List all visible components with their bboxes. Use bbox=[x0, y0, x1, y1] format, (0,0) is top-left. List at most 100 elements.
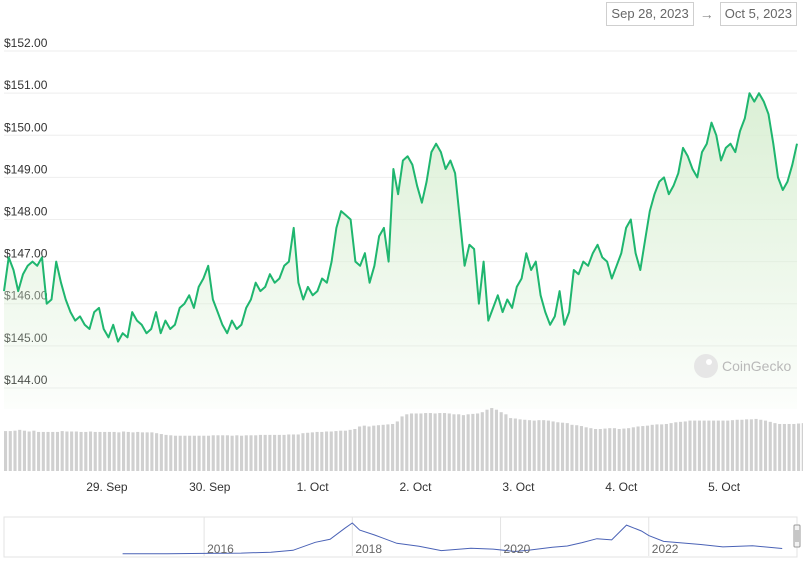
date-from-input[interactable]: Sep 28, 2023 bbox=[606, 2, 694, 26]
volume-bar bbox=[763, 420, 768, 471]
volume-bar bbox=[419, 413, 423, 471]
volume-bar bbox=[202, 435, 206, 471]
volume-bar bbox=[140, 432, 145, 471]
volume-bar bbox=[603, 428, 607, 471]
volume-bar bbox=[263, 434, 267, 471]
volume-bar bbox=[556, 422, 560, 471]
volume-bar bbox=[206, 435, 211, 471]
volume-bar bbox=[55, 431, 60, 471]
volume-bar bbox=[178, 435, 182, 471]
volume-bar bbox=[4, 431, 8, 471]
volume-bar bbox=[258, 434, 263, 471]
navigator-frame bbox=[3, 516, 798, 558]
volume-bar bbox=[598, 429, 602, 471]
y-tick-label: $148.00 bbox=[4, 205, 48, 219]
volume-bar bbox=[782, 423, 786, 471]
volume-bar bbox=[277, 434, 281, 471]
volume-bar bbox=[221, 435, 225, 471]
watermark-text: CoinGecko bbox=[722, 358, 791, 374]
volume-bar bbox=[641, 426, 645, 471]
volume-bar bbox=[409, 413, 414, 471]
gecko-eye-icon bbox=[706, 359, 712, 365]
volume-bar bbox=[192, 435, 196, 471]
volume-bar bbox=[230, 435, 234, 471]
gecko-logo-icon bbox=[694, 354, 718, 378]
volume-bar bbox=[41, 431, 45, 471]
volume-bar bbox=[395, 421, 399, 471]
volume-bar bbox=[476, 413, 480, 471]
volume-bar bbox=[702, 420, 706, 471]
volume-bar bbox=[188, 435, 192, 471]
navigator-line bbox=[122, 522, 783, 555]
volume-bar bbox=[636, 426, 640, 471]
volume-bar bbox=[339, 430, 343, 471]
volume-bar bbox=[504, 414, 508, 471]
watermark: CoinGecko bbox=[694, 354, 791, 378]
volume-bar bbox=[622, 428, 626, 471]
volume-bar bbox=[131, 432, 135, 471]
volume-bar bbox=[329, 431, 333, 471]
volume-bar bbox=[797, 423, 801, 471]
volume-bar bbox=[693, 420, 697, 471]
volume-bar bbox=[60, 431, 64, 471]
volume-bar bbox=[84, 431, 88, 471]
volume-bar bbox=[485, 409, 489, 471]
x-tick-label: 3. Oct bbox=[502, 480, 535, 494]
volume-bar bbox=[70, 431, 74, 471]
volume-bar bbox=[688, 420, 692, 471]
x-tick-label: 1. Oct bbox=[297, 480, 330, 494]
volume-bar bbox=[537, 420, 541, 471]
volume-bar bbox=[579, 426, 583, 471]
volume-bar bbox=[405, 414, 409, 471]
volume-bar bbox=[324, 431, 329, 471]
volume-bar bbox=[18, 429, 22, 471]
date-to-input[interactable]: Oct 5, 2023 bbox=[719, 2, 797, 26]
volume-bar bbox=[589, 428, 593, 471]
volume-bar bbox=[169, 435, 173, 471]
y-tick-label: $147.00 bbox=[4, 247, 48, 261]
volume-bar bbox=[424, 413, 428, 471]
volume-bar bbox=[136, 431, 140, 471]
volume-bar bbox=[46, 431, 50, 471]
volume-bar bbox=[447, 413, 451, 471]
volume-bar bbox=[391, 423, 395, 471]
volume-bar bbox=[343, 430, 347, 471]
volume-bar bbox=[655, 424, 659, 471]
volume-bar bbox=[584, 427, 588, 471]
y-tick-label: $151.00 bbox=[4, 78, 48, 92]
volume-bar bbox=[268, 434, 272, 471]
volume-bar bbox=[523, 419, 527, 471]
volume-bar bbox=[353, 429, 357, 471]
volume-bar bbox=[551, 421, 555, 471]
volume-bar bbox=[32, 430, 36, 471]
volume-bar bbox=[735, 419, 739, 471]
volume-bar bbox=[8, 431, 12, 471]
volume-bar bbox=[645, 425, 650, 471]
navigator[interactable]: 2016 2018 2020 2022 bbox=[3, 516, 801, 558]
volume-bar bbox=[65, 431, 69, 471]
volume-bar bbox=[428, 413, 432, 471]
volume-bar bbox=[457, 414, 461, 471]
volume-bar bbox=[787, 423, 791, 471]
volume-bar bbox=[386, 424, 390, 471]
arrow-right-icon: → bbox=[699, 6, 714, 22]
date-range-selector: Sep 28, 2023 → Oct 5, 2023 bbox=[606, 2, 797, 26]
volume-bar bbox=[348, 429, 352, 471]
volume-bars bbox=[4, 408, 803, 471]
volume-bar bbox=[334, 431, 338, 471]
x-tick-label: 4. Oct bbox=[605, 480, 638, 494]
navigator-handle[interactable] bbox=[793, 524, 801, 548]
volume-bar bbox=[570, 424, 574, 471]
volume-bar bbox=[801, 423, 803, 471]
volume-bar bbox=[315, 431, 319, 471]
volume-bar bbox=[565, 423, 569, 471]
volume-bar bbox=[51, 431, 55, 471]
x-tick-label: 29. Sep bbox=[86, 480, 128, 494]
volume-bar bbox=[22, 430, 26, 471]
navigator-year-label: 2020 bbox=[504, 542, 531, 556]
volume-bar bbox=[367, 426, 371, 471]
volume-bar bbox=[778, 423, 782, 471]
volume-bar bbox=[669, 423, 673, 471]
volume-bar bbox=[542, 420, 546, 471]
